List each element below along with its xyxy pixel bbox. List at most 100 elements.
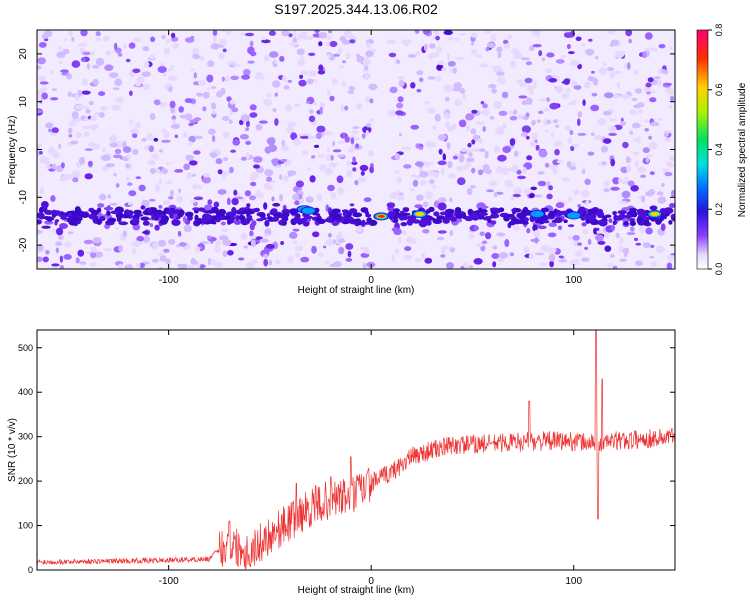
- spectrogram-cell: [454, 37, 460, 42]
- spectrogram-cell: [615, 232, 620, 239]
- spectrogram-cell: [37, 65, 42, 70]
- spectrogram-cell: [432, 125, 437, 130]
- spectrogram-cell: [43, 157, 50, 161]
- spectrogram-cell: [171, 123, 180, 129]
- spectrogram-cell: [549, 260, 554, 268]
- spectrogram-cell: [422, 161, 429, 166]
- spectrogram-cell: [308, 52, 316, 56]
- spectrogram-cell: [311, 245, 317, 254]
- spectrogram-y-tick-label: -20: [18, 237, 29, 252]
- snr-x-tick-label: 0: [368, 576, 374, 587]
- spectrogram-cell: [566, 43, 571, 50]
- spectrogram-cell: [266, 184, 273, 191]
- spectrogram-cell: [132, 37, 142, 42]
- spectrogram-cell: [44, 220, 54, 225]
- spectrogram-cell: [318, 64, 324, 71]
- spectrogram-cell: [468, 265, 474, 269]
- spectrogram-cell: [37, 230, 42, 234]
- spectrogram-cell: [191, 260, 198, 265]
- spectrogram-cell: [494, 145, 501, 154]
- spectrogram-cell: [389, 86, 398, 94]
- spectrogram-cell: [608, 218, 613, 223]
- spectrogram-cell: [568, 196, 572, 203]
- spectrogram-cell: [410, 124, 420, 130]
- spectrogram-x-axis-label: Height of straight line (km): [298, 285, 415, 296]
- spectrogram-band-cell: [242, 218, 251, 225]
- spectrogram-cell: [113, 172, 117, 177]
- colorbar-ticks: 0.0 0.2 0.4 0.6 0.8: [708, 24, 724, 275]
- spectrogram-cell: [233, 219, 242, 225]
- spectrogram-cell: [569, 165, 577, 171]
- spectrogram-cell: [498, 110, 508, 116]
- spectrogram-band-cell: [198, 207, 205, 212]
- spectrogram-cell: [317, 154, 326, 159]
- spectrogram-cell: [80, 30, 88, 37]
- spectrogram-cell: [344, 105, 349, 111]
- spectrogram-cell: [159, 149, 163, 153]
- spectrogram-cell: [243, 245, 249, 249]
- spectrogram-cell: [387, 109, 396, 117]
- spectrogram-cell: [178, 106, 184, 113]
- spectrogram-cell: [223, 131, 230, 139]
- spectrogram-cell: [504, 239, 510, 247]
- spectrogram-cell: [55, 241, 63, 246]
- spectrogram-cell: [368, 118, 374, 122]
- spectrogram-cell: [50, 132, 58, 136]
- spectrogram-cell: [486, 42, 495, 48]
- spectrogram-band-cell: [161, 210, 167, 215]
- spectrogram-cell: [547, 232, 557, 238]
- spectrogram-cell: [362, 59, 372, 66]
- spectrogram-cell: [554, 148, 560, 156]
- spectrogram-cell: [71, 37, 75, 42]
- spectrogram-cell: [37, 96, 42, 102]
- spectrogram-cell: [391, 254, 395, 262]
- spectrogram-cell: [162, 200, 171, 206]
- spectrogram-cell: [249, 104, 257, 111]
- spectrogram-cell: [300, 36, 309, 40]
- spectrogram-x-ticks: -100 0 100: [159, 30, 583, 286]
- spectrogram-cell: [361, 133, 366, 139]
- spectrogram-cell: [485, 232, 492, 240]
- spectrogram-cell: [362, 262, 367, 269]
- spectrogram-cell: [634, 160, 640, 168]
- spectrogram-cell: [338, 246, 345, 255]
- spectrogram-cell: [275, 259, 281, 265]
- spectrogram-cell: [613, 117, 618, 122]
- spectrogram-cell: [157, 252, 166, 256]
- spectrogram-cell: [617, 81, 621, 89]
- spectrogram-cell: [115, 97, 125, 104]
- spectrogram-cell: [618, 200, 628, 205]
- spectrogram-cell: [500, 76, 506, 85]
- spectrogram-cell: [395, 59, 401, 65]
- spectrogram-cell: [190, 68, 195, 72]
- spectrogram-band-cell: [38, 206, 44, 214]
- spectrogram-cell: [95, 57, 105, 66]
- spectrogram-cell: [511, 164, 519, 173]
- spectrogram-cell: [311, 155, 316, 159]
- spectrogram-cell: [642, 147, 650, 154]
- spectrogram-cell: [397, 195, 405, 201]
- spectrogram-cell: [404, 254, 410, 260]
- spectrogram-cell: [225, 30, 231, 35]
- spectrogram-band-cell: [237, 211, 248, 215]
- spectrogram-cell: [70, 140, 79, 145]
- spectrogram-cell: [507, 34, 512, 40]
- spectrogram-cell: [538, 262, 548, 266]
- spectrogram-cell: [440, 254, 446, 258]
- spectrogram-cell: [132, 133, 138, 138]
- spectrogram-cell: [41, 201, 49, 209]
- spectrogram-cell: [509, 196, 515, 201]
- spectrogram-cell: [281, 30, 290, 37]
- spectrogram-cell: [114, 42, 118, 51]
- spectrogram-cell: [633, 69, 638, 76]
- spectrogram-band-cell: [400, 212, 411, 216]
- spectrogram-cell: [221, 76, 225, 82]
- spectrogram-cell: [637, 166, 647, 173]
- spectrogram-cell: [410, 82, 416, 89]
- spectrogram-cell: [555, 202, 565, 209]
- spectrogram-cell: [351, 161, 358, 166]
- spectrogram-cell: [574, 250, 584, 257]
- spectrogram-cell: [552, 168, 558, 175]
- spectrogram-cell: [630, 185, 639, 192]
- spectrogram-cell: [217, 169, 223, 175]
